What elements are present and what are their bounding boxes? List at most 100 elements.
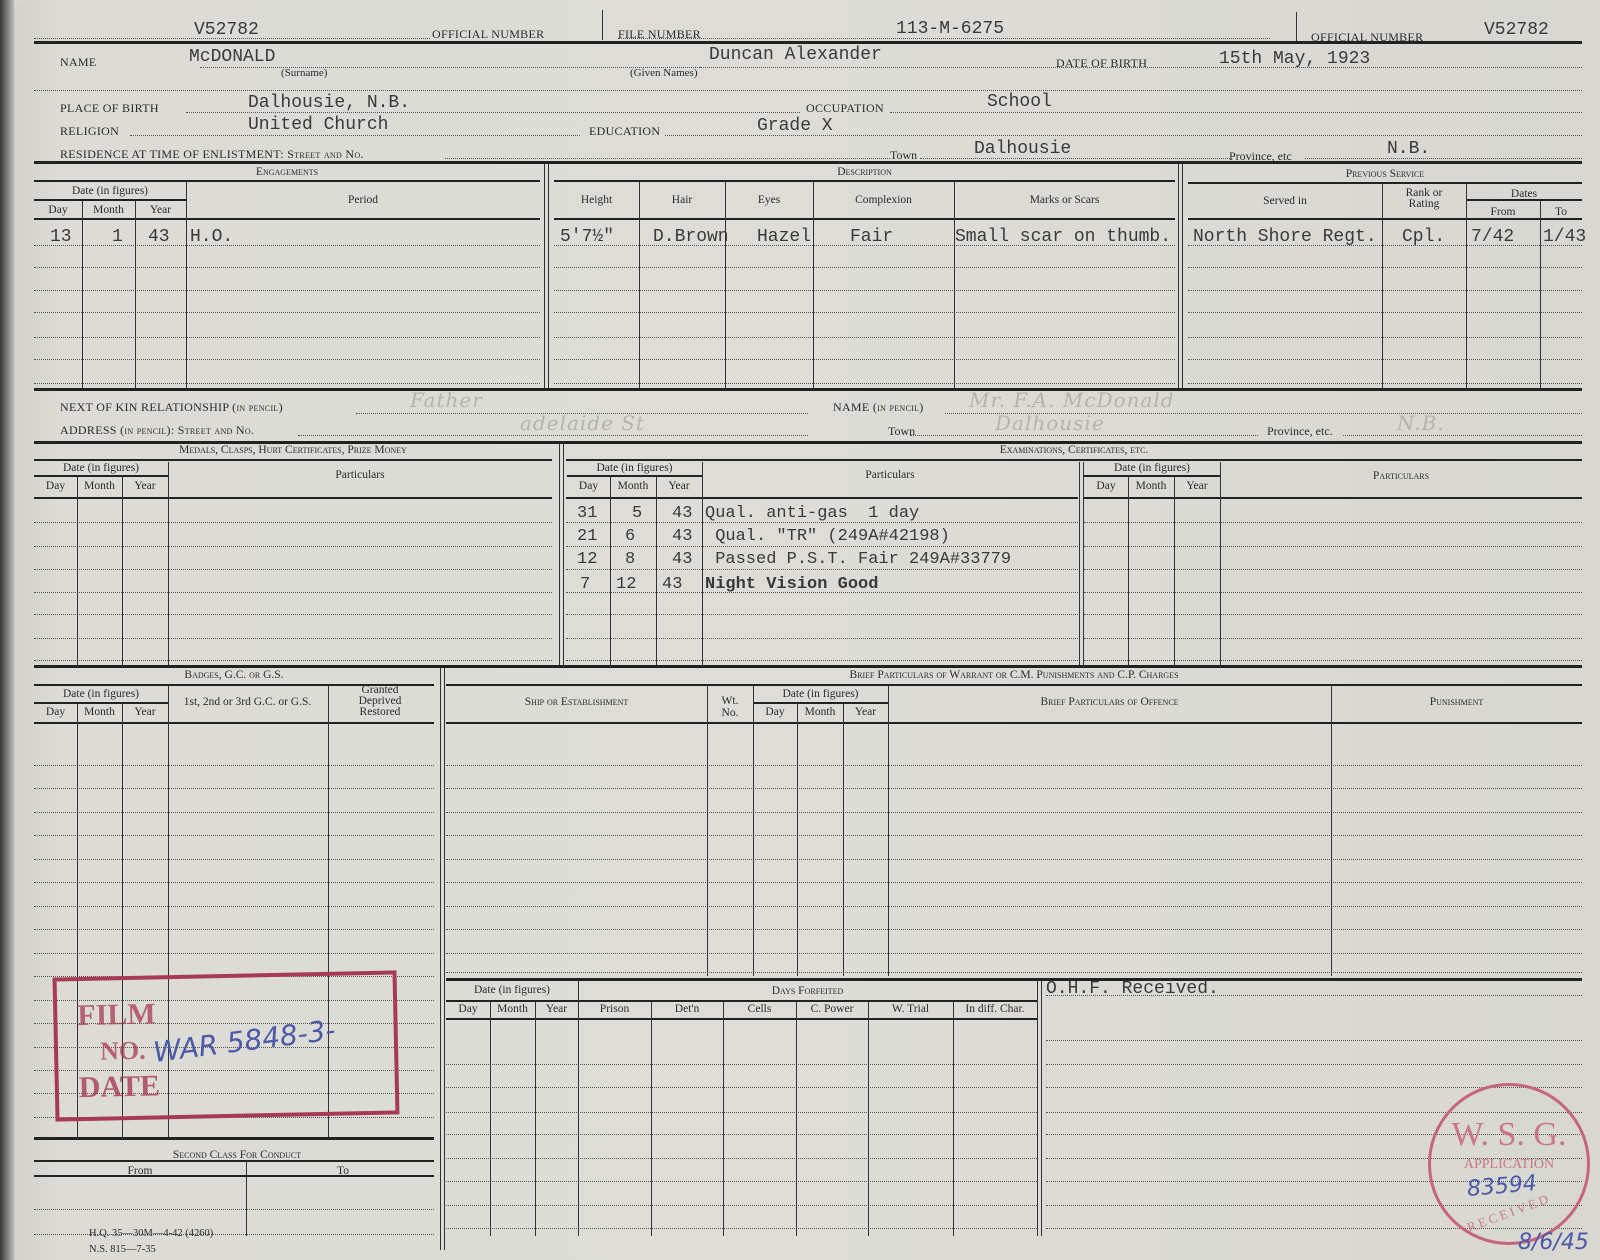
pun-day-header: Day (765, 706, 785, 718)
column-rule (77, 704, 78, 1137)
heavy-rule (554, 218, 1175, 220)
exam-row-particulars: Qual. anti-gas 1 day (705, 504, 920, 523)
exam-particulars-header: Particulars (865, 469, 915, 481)
dotted-rule (1084, 614, 1582, 615)
wsg-received-date: 8/6/45 (1518, 1230, 1589, 1255)
heavy-rule (1084, 497, 1582, 499)
heavy-rule (1188, 218, 1582, 220)
column-rule (1041, 980, 1042, 1236)
column-rule (444, 668, 445, 1250)
badges-gc-header: 1st, 2nd or 3rd G.C. or G.S. (183, 696, 312, 708)
dotted-rule (34, 267, 540, 268)
exam-row-day: 21 (577, 527, 598, 546)
dotted-rule (554, 359, 1175, 360)
dotted-rule (445, 158, 890, 159)
column-rule (563, 444, 564, 665)
dotted-rule (200, 67, 700, 68)
column-rule (1037, 980, 1038, 1236)
df-date-header: Date (in figures) (474, 984, 550, 996)
eng-row-day: 13 (50, 227, 72, 247)
eng-period-header: Period (347, 194, 379, 206)
dotted-rule (566, 569, 1078, 570)
column-rule (1083, 462, 1084, 665)
dotted-rule (186, 112, 800, 113)
dotted-rule (298, 435, 808, 436)
description-title: Description (837, 166, 892, 178)
dotted-rule (34, 882, 434, 883)
from-value: 7/42 (1471, 227, 1515, 247)
heavy-rule (554, 180, 1175, 182)
offence-header: Brief Particulars of Offence (1040, 696, 1179, 708)
exam-row-year: 43 (672, 550, 693, 569)
exam-year-header-right: Year (1186, 480, 1208, 492)
column-rule (246, 1160, 247, 1236)
nok-relationship-label: NEXT OF KIN RELATIONSHIP (in pencil) (60, 400, 283, 414)
punishment-header: Punishment (1429, 696, 1484, 708)
column-rule (639, 182, 640, 388)
column-rule (1079, 462, 1080, 665)
rank-value: Cpl. (1402, 227, 1446, 247)
dotted-rule (34, 953, 434, 954)
given-names-caption: (Given Names) (630, 67, 698, 79)
dotted-rule (1084, 660, 1582, 661)
dotted-rule (34, 660, 552, 661)
eng-row-year: 43 (148, 227, 170, 247)
nok-name-label: NAME (in pencil) (833, 400, 924, 414)
exam-row-month: 12 (616, 575, 637, 594)
dotted-rule (1046, 995, 1582, 996)
medals-month-header: Month (84, 480, 115, 492)
dotted-rule (34, 383, 540, 384)
dotted-rule (446, 1087, 1037, 1088)
exam-row-year: 43 (672, 504, 693, 523)
column-rule (122, 477, 123, 665)
exam-date-header: Date (in figures) (596, 462, 673, 474)
dotted-rule (665, 135, 1582, 136)
column-rule (753, 686, 754, 976)
dotted-rule (34, 90, 1582, 91)
heavy-rule (34, 497, 552, 499)
medals-title: Medals, Clasps, Hurt Certificates, Prize… (179, 444, 407, 456)
pun-date-header: Date (in figures) (782, 688, 859, 700)
religion-value: United Church (248, 115, 389, 135)
engagements-title: Engagements (255, 166, 319, 178)
dotted-rule (1188, 267, 1582, 268)
dotted-rule (446, 1205, 1037, 1206)
badges-day-header: Day (45, 706, 66, 718)
wt-no-header: Wt. No. (721, 695, 739, 719)
served-in-header: Served in (1263, 195, 1307, 207)
dotted-rule (1046, 1087, 1582, 1088)
heavy-rule (566, 459, 1582, 461)
heavy-rule (34, 665, 1582, 668)
dotted-rule (34, 765, 434, 766)
heavy-rule (34, 1175, 434, 1177)
dotted-rule (446, 835, 1582, 836)
desc-height-value: 5'7½" (560, 227, 615, 247)
occupation-label: OCCUPATION (806, 101, 884, 115)
education-label: EDUCATION (589, 124, 661, 138)
to-value: 1/43 (1543, 227, 1587, 247)
heavy-rule (34, 684, 434, 686)
dates-header: Dates (1510, 188, 1538, 200)
desc-height-header: Height (580, 194, 613, 206)
dotted-rule (1188, 290, 1582, 291)
dotted-rule (554, 312, 1175, 313)
form-code-1: H.Q. 35—30M—4-42 (4260) (89, 1228, 214, 1239)
dob-value: 15th May, 1923 (1219, 49, 1371, 69)
column-rule (656, 477, 657, 665)
badges-title: Badges, G.C. or G.S. (184, 669, 284, 681)
dotted-rule (618, 38, 1270, 39)
df-wtrial-header: W. Trial (891, 1003, 930, 1015)
eng-year-header: Year (149, 204, 172, 216)
column-rule (725, 182, 726, 388)
dotted-rule (130, 135, 580, 136)
column-rule (707, 686, 708, 976)
desc-eyes-header: Eyes (757, 194, 781, 206)
heavy-rule (446, 684, 1582, 686)
exam-year-header: Year (668, 480, 690, 492)
column-rule (578, 980, 579, 1236)
previous-service-title: Previous Service (1345, 168, 1425, 180)
dotted-rule (34, 614, 552, 615)
medals-year-header: Year (134, 480, 156, 492)
dotted-rule (554, 267, 1175, 268)
column-rule (610, 477, 611, 665)
